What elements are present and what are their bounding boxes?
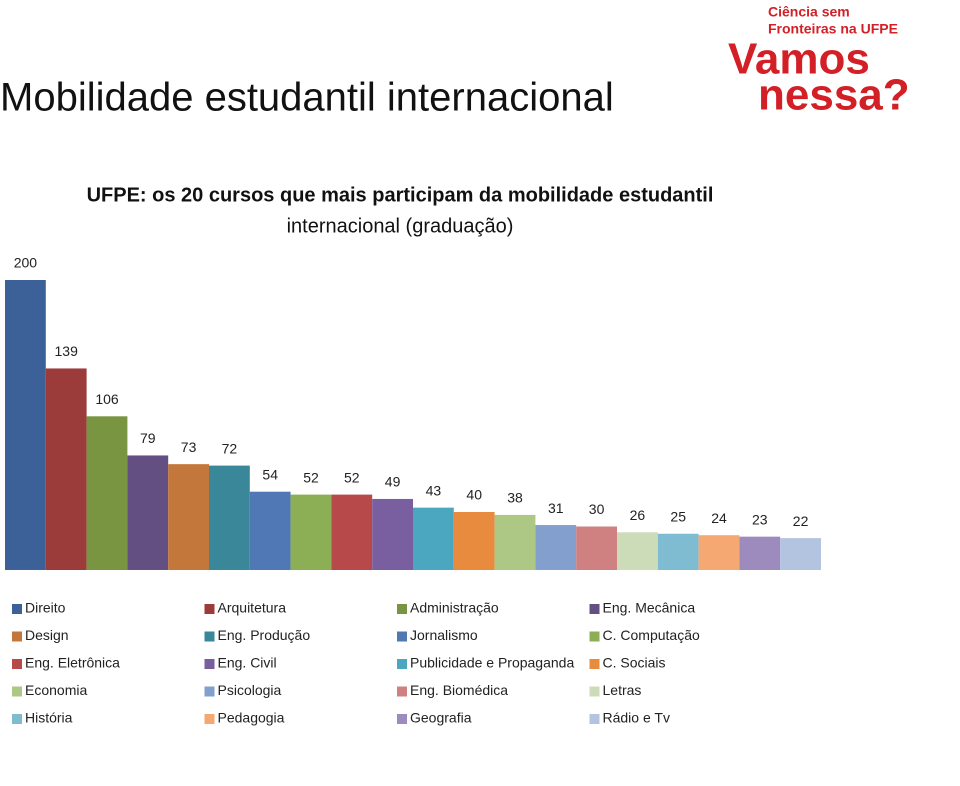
legend-swatch	[589, 631, 600, 642]
legend-swatch	[12, 714, 22, 724]
legend-label: Eng. Mecânica	[603, 600, 696, 616]
data-label: 24	[711, 510, 727, 526]
bar	[453, 512, 495, 570]
chart-title: UFPE: os 20 cursos que mais participam d…	[87, 184, 714, 206]
legend-label: Direito	[25, 600, 66, 616]
data-label: 200	[14, 255, 38, 271]
data-label: 38	[507, 490, 523, 506]
legend-swatch	[397, 631, 407, 642]
legend-swatch	[204, 686, 215, 697]
legend-label: Eng. Biomédica	[410, 682, 508, 698]
legend-label: Arquitetura	[218, 600, 287, 616]
bar	[209, 465, 250, 570]
bar	[249, 491, 291, 570]
bar	[45, 368, 87, 570]
data-label: 52	[303, 469, 319, 485]
slide-heading: Mobilidade estudantil internacional	[0, 76, 614, 120]
legend-swatch	[397, 686, 407, 697]
legend-label: C. Sociais	[603, 655, 666, 671]
legend-label: Eng. Produção	[218, 627, 311, 643]
legend-label: Economia	[25, 682, 87, 698]
legend-label: Design	[25, 627, 69, 643]
legend-swatch	[589, 659, 600, 669]
data-label: 52	[344, 469, 360, 485]
legend-label: Eng. Eletrônica	[25, 655, 120, 671]
bar	[86, 416, 128, 570]
legend-label: Psicologia	[218, 682, 282, 698]
data-label: 139	[55, 343, 79, 359]
bar	[413, 507, 454, 570]
bar	[372, 498, 413, 570]
legend-swatch	[12, 631, 22, 642]
logo-text: Fronteiras na UFPE	[768, 21, 898, 37]
legend-label: Jornalismo	[410, 627, 478, 643]
data-label: 49	[385, 474, 401, 490]
legend-swatch	[397, 604, 407, 614]
bar	[494, 514, 536, 570]
bar	[290, 494, 332, 570]
legend-swatch	[397, 714, 407, 724]
legend-swatch	[12, 604, 22, 614]
legend-swatch	[589, 714, 600, 724]
logo-text: Ciência sem	[768, 4, 850, 20]
data-label: 25	[670, 508, 686, 524]
legend-label: Pedagogia	[218, 710, 285, 726]
legend-swatch	[204, 604, 215, 614]
data-label: 54	[262, 466, 278, 482]
bar	[617, 532, 658, 570]
bar	[535, 525, 577, 570]
legend-swatch	[397, 659, 407, 669]
data-label: 73	[181, 439, 197, 455]
bar	[331, 494, 373, 570]
legend-swatch	[12, 686, 22, 697]
legend-swatch	[204, 714, 215, 724]
bar	[127, 455, 169, 570]
legend-label: Eng. Civil	[218, 655, 277, 671]
bar	[698, 535, 740, 570]
legend-label: História	[25, 710, 73, 726]
legend-swatch	[589, 686, 600, 697]
legend-label: C. Computação	[603, 627, 700, 643]
data-label: 31	[548, 500, 564, 516]
data-label: 22	[793, 513, 809, 529]
data-label: 30	[589, 501, 605, 517]
logo-text: nessa?	[758, 71, 910, 120]
data-label: 106	[95, 391, 119, 407]
bar	[739, 536, 781, 570]
legend-label: Administração	[410, 600, 499, 616]
legend-swatch	[204, 659, 215, 669]
legend-swatch	[12, 659, 22, 669]
legend-label: Publicidade e Propaganda	[410, 655, 574, 671]
legend-label: Geografia	[410, 710, 472, 726]
bar	[657, 533, 699, 570]
data-label: 79	[140, 430, 156, 446]
logo-text: Vamos	[728, 35, 870, 84]
legend-label: Rádio e Tv	[603, 710, 670, 726]
data-label: 72	[222, 440, 238, 456]
bar	[576, 526, 617, 570]
bar	[780, 538, 821, 570]
data-label: 23	[752, 511, 768, 527]
legend-label: Letras	[603, 682, 642, 698]
legend-swatch	[204, 631, 215, 642]
bar	[5, 280, 46, 570]
data-label: 40	[466, 487, 482, 503]
legend-swatch	[589, 604, 600, 614]
data-label: 26	[630, 507, 646, 523]
bar	[168, 464, 209, 570]
data-label: 43	[426, 482, 442, 498]
chart-title: internacional (graduação)	[287, 215, 514, 237]
